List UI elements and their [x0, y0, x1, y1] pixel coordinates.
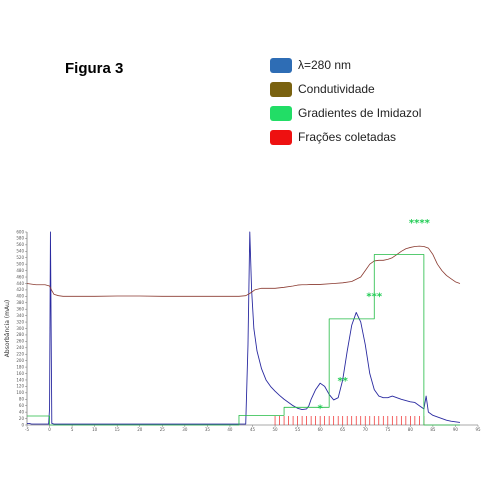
y-tick-label: 140: [16, 377, 24, 382]
x-tick-label: 25: [160, 427, 166, 432]
x-tick-label: 35: [205, 427, 211, 432]
y-tick-label: 520: [16, 255, 24, 260]
y-tick-label: 320: [16, 319, 24, 324]
x-tick-label: 95: [475, 427, 481, 432]
legend-swatch-absorbance: [270, 57, 292, 73]
significance-annotation: ***: [366, 292, 382, 303]
y-tick-label: 560: [16, 242, 24, 247]
legend-label-fractions: Frações coletadas: [298, 130, 397, 144]
significance-annotation: **: [337, 376, 348, 387]
y-tick-label: 160: [16, 371, 24, 376]
y-tick-label: 480: [16, 268, 24, 273]
y-tick-label: 120: [16, 384, 24, 389]
y-tick-label: 460: [16, 274, 24, 279]
y-tick-label: 400: [16, 294, 24, 299]
x-tick-label: 10: [92, 427, 98, 432]
y-tick-label: 260: [16, 339, 24, 344]
y-tick-label: 360: [16, 307, 24, 312]
x-tick-label: 90: [453, 427, 459, 432]
significance-annotation: *: [318, 403, 324, 414]
y-tick-label: 220: [16, 352, 24, 357]
legend-item-fractions: Frações coletadas: [270, 128, 421, 146]
y-tick-label: 20: [19, 416, 25, 421]
significance-annotation: ****: [409, 218, 431, 229]
x-tick-label: 70: [363, 427, 369, 432]
y-tick-label: 300: [16, 326, 24, 331]
y-axis-label: Absorbância (mAu): [4, 300, 11, 357]
y-tick-label: 200: [16, 358, 24, 363]
y-tick-label: 60: [19, 403, 25, 408]
y-tick-label: 340: [16, 313, 24, 318]
series-line-imidazole: [27, 254, 460, 426]
x-tick-label: 15: [115, 427, 121, 432]
y-tick-label: 500: [16, 261, 24, 266]
legend-item-imidazole: Gradientes de Imidazol: [270, 104, 421, 122]
x-tick-label: 40: [227, 427, 233, 432]
x-tick-label: 65: [340, 427, 346, 432]
x-tick-label: 0: [48, 427, 51, 432]
x-tick-label: 85: [430, 427, 436, 432]
y-tick-label: 380: [16, 300, 24, 305]
legend-item-absorbance: λ=280 nm: [270, 56, 421, 74]
x-tick-label: 60: [318, 427, 324, 432]
legend-label-imidazole: Gradientes de Imidazol: [298, 106, 422, 120]
legend-swatch-imidazole: [270, 105, 292, 121]
x-tick-label: 30: [182, 427, 188, 432]
legend-label-absorbance: λ=280 nm: [298, 58, 352, 72]
x-tick-label: -5: [25, 427, 29, 432]
y-tick-label: 180: [16, 364, 24, 369]
series-line-conductivity: [26, 245, 461, 297]
y-tick-label: 580: [16, 236, 24, 241]
legend-label-conductivity: Condutividade: [298, 82, 375, 96]
legend: λ=280 nm Condutividade Gradientes de Imi…: [270, 56, 421, 152]
x-tick-label: 45: [250, 427, 256, 432]
y-tick-label: 240: [16, 345, 24, 350]
x-tick-label: 55: [295, 427, 301, 432]
y-tick-label: 440: [16, 281, 24, 286]
y-tick-label: 600: [16, 229, 24, 234]
x-tick-label: 75: [385, 427, 391, 432]
y-tick-label: 540: [16, 249, 24, 254]
y-tick-label: 0: [21, 422, 24, 427]
y-tick-label: 420: [16, 287, 24, 292]
x-tick-label: 80: [408, 427, 414, 432]
series-line-absorbance: [27, 231, 461, 425]
x-tick-label: 50: [273, 427, 279, 432]
legend-item-conductivity: Condutividade: [270, 80, 421, 98]
y-tick-label: 280: [16, 332, 24, 337]
x-tick-label: 20: [137, 427, 143, 432]
x-tick-label: 5: [71, 427, 74, 432]
figure-title: Figura 3: [65, 60, 124, 77]
y-tick-label: 100: [16, 390, 24, 395]
y-tick-label: 40: [19, 409, 25, 414]
legend-swatch-conductivity: [270, 81, 292, 97]
y-tick-label: 80: [19, 397, 25, 402]
legend-swatch-fractions: [270, 129, 292, 145]
